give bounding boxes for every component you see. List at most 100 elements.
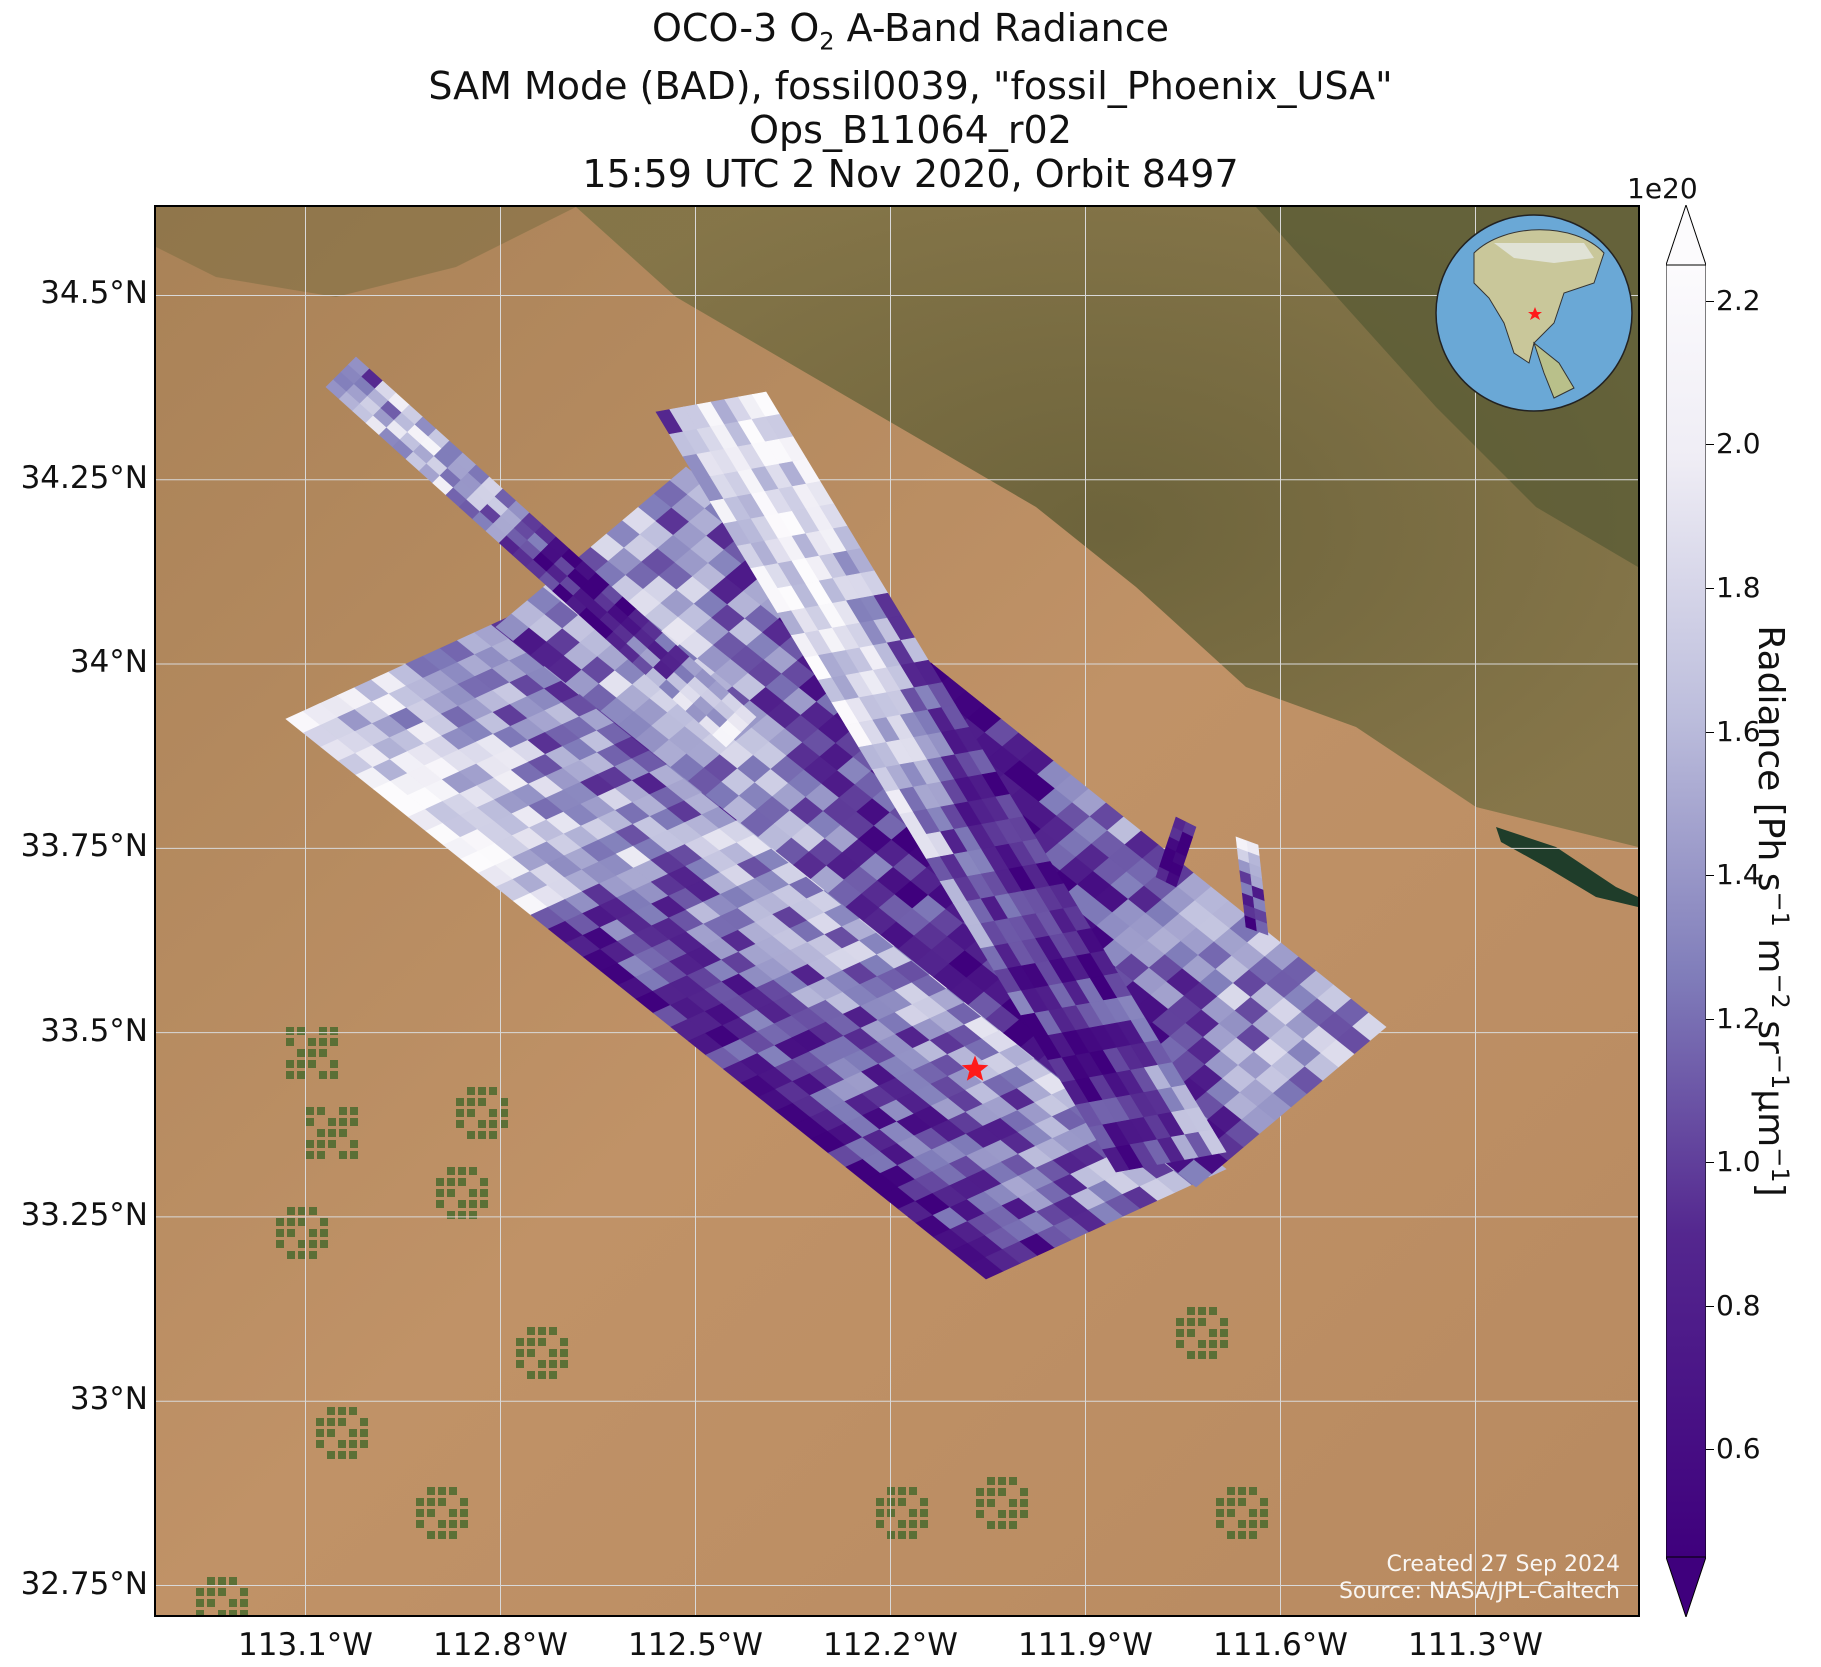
target-marker [961, 1055, 989, 1081]
field-patch [298, 1240, 306, 1248]
field-patch [447, 1189, 455, 1197]
field-patch [560, 1349, 568, 1357]
field-patch [287, 1229, 295, 1237]
lat-tick-label: 34.25°N [20, 459, 148, 496]
field-patch [467, 1131, 475, 1139]
field-patch [447, 1211, 455, 1219]
field-patch [309, 1240, 317, 1248]
field-patch [1176, 1340, 1184, 1348]
basemap-river [1496, 827, 1638, 907]
field-patch [287, 1218, 295, 1226]
field-patch [1198, 1340, 1206, 1348]
field-patch [1238, 1498, 1246, 1506]
lat-tick-label: 34.5°N [40, 275, 148, 312]
field-patch [308, 1049, 316, 1057]
field-patch [330, 1038, 338, 1046]
field-patch [338, 1407, 346, 1415]
field-patch [876, 1498, 884, 1506]
field-patch [1227, 1487, 1235, 1495]
colorbar-tick-mark [1706, 300, 1714, 302]
field-patch [1260, 1520, 1268, 1528]
field-patch [456, 1098, 464, 1106]
map-canvas [156, 207, 1638, 1615]
colorbar-tick-mark [1706, 1162, 1714, 1164]
basemap-mountains [576, 207, 1638, 847]
field-patch [436, 1200, 444, 1208]
field-patch [469, 1189, 477, 1197]
field-patch [460, 1520, 468, 1528]
field-patch [350, 1107, 358, 1115]
field-patch [1220, 1340, 1228, 1348]
field-patch [976, 1499, 984, 1507]
field-patch [478, 1120, 486, 1128]
field-patch [976, 1510, 984, 1518]
field-patch [349, 1407, 357, 1415]
field-patch [1009, 1521, 1017, 1529]
field-patch [328, 1118, 336, 1126]
field-patch [229, 1577, 237, 1585]
field-patch [1249, 1531, 1257, 1539]
colorbar-tick-label: 0.8 [1716, 1288, 1761, 1322]
field-patch [360, 1440, 368, 1448]
field-patch [1198, 1307, 1206, 1315]
field-patch [416, 1498, 424, 1506]
colorbar [1666, 205, 1706, 1617]
field-patch [489, 1120, 497, 1128]
field-patch [297, 1049, 305, 1057]
field-patch [1009, 1477, 1017, 1485]
lon-tick-label: 112.8°W [433, 1627, 568, 1663]
field-patch [339, 1107, 347, 1115]
field-patch [987, 1477, 995, 1485]
field-patch [350, 1118, 358, 1126]
field-patch [309, 1229, 317, 1237]
field-patch [998, 1510, 1006, 1518]
field-patch [316, 1418, 324, 1426]
field-patch [549, 1360, 557, 1368]
colorbar-body [1666, 264, 1706, 1558]
field-patch [1020, 1499, 1028, 1507]
field-patch [298, 1251, 306, 1259]
basemap-fields [196, 1027, 1268, 1615]
field-patch [338, 1440, 346, 1448]
field-patch [306, 1151, 314, 1159]
field-patch [196, 1599, 204, 1607]
field-patch [229, 1599, 237, 1607]
field-patch [1249, 1509, 1257, 1517]
field-patch [436, 1189, 444, 1197]
lat-tick-label: 32.75°N [20, 1565, 148, 1602]
field-patch [920, 1520, 928, 1528]
swath-4 [655, 391, 1227, 1173]
field-patch [330, 1027, 338, 1035]
field-patch [976, 1488, 984, 1496]
lon-tick-label: 113.1°W [238, 1627, 373, 1663]
field-patch [416, 1520, 424, 1528]
field-patch [1227, 1509, 1235, 1517]
colorbar-tick-label: 1.2 [1716, 1001, 1761, 1035]
field-patch [1238, 1531, 1246, 1539]
field-patch [489, 1087, 497, 1095]
field-patch [338, 1451, 346, 1459]
radiance-cell [1165, 871, 1180, 888]
field-patch [286, 1038, 294, 1046]
field-patch [427, 1487, 435, 1495]
field-patch [469, 1200, 477, 1208]
title-line-1: OCO-3 O2 A-Band Radiance [652, 6, 1169, 56]
colorbar-tick-mark [1706, 731, 1714, 733]
field-patch [327, 1418, 335, 1426]
field-patch [330, 1071, 338, 1079]
field-patch [309, 1251, 317, 1259]
lon-tick-label: 111.9°W [1018, 1627, 1153, 1663]
field-patch [467, 1109, 475, 1117]
lon-tick-label: 112.5°W [628, 1627, 763, 1663]
lat-tick-label: 34°N [69, 644, 148, 681]
field-patch [196, 1610, 204, 1615]
field-patch [898, 1498, 906, 1506]
field-patch [427, 1531, 435, 1539]
field-patch [297, 1071, 305, 1079]
field-patch [538, 1360, 546, 1368]
map-panel[interactable]: Created 27 Sep 2024 Source: NASA/JPL-Cal… [154, 205, 1640, 1617]
field-patch [276, 1240, 284, 1248]
field-patch [1260, 1509, 1268, 1517]
field-patch [1198, 1318, 1206, 1326]
field-patch [1209, 1340, 1217, 1348]
